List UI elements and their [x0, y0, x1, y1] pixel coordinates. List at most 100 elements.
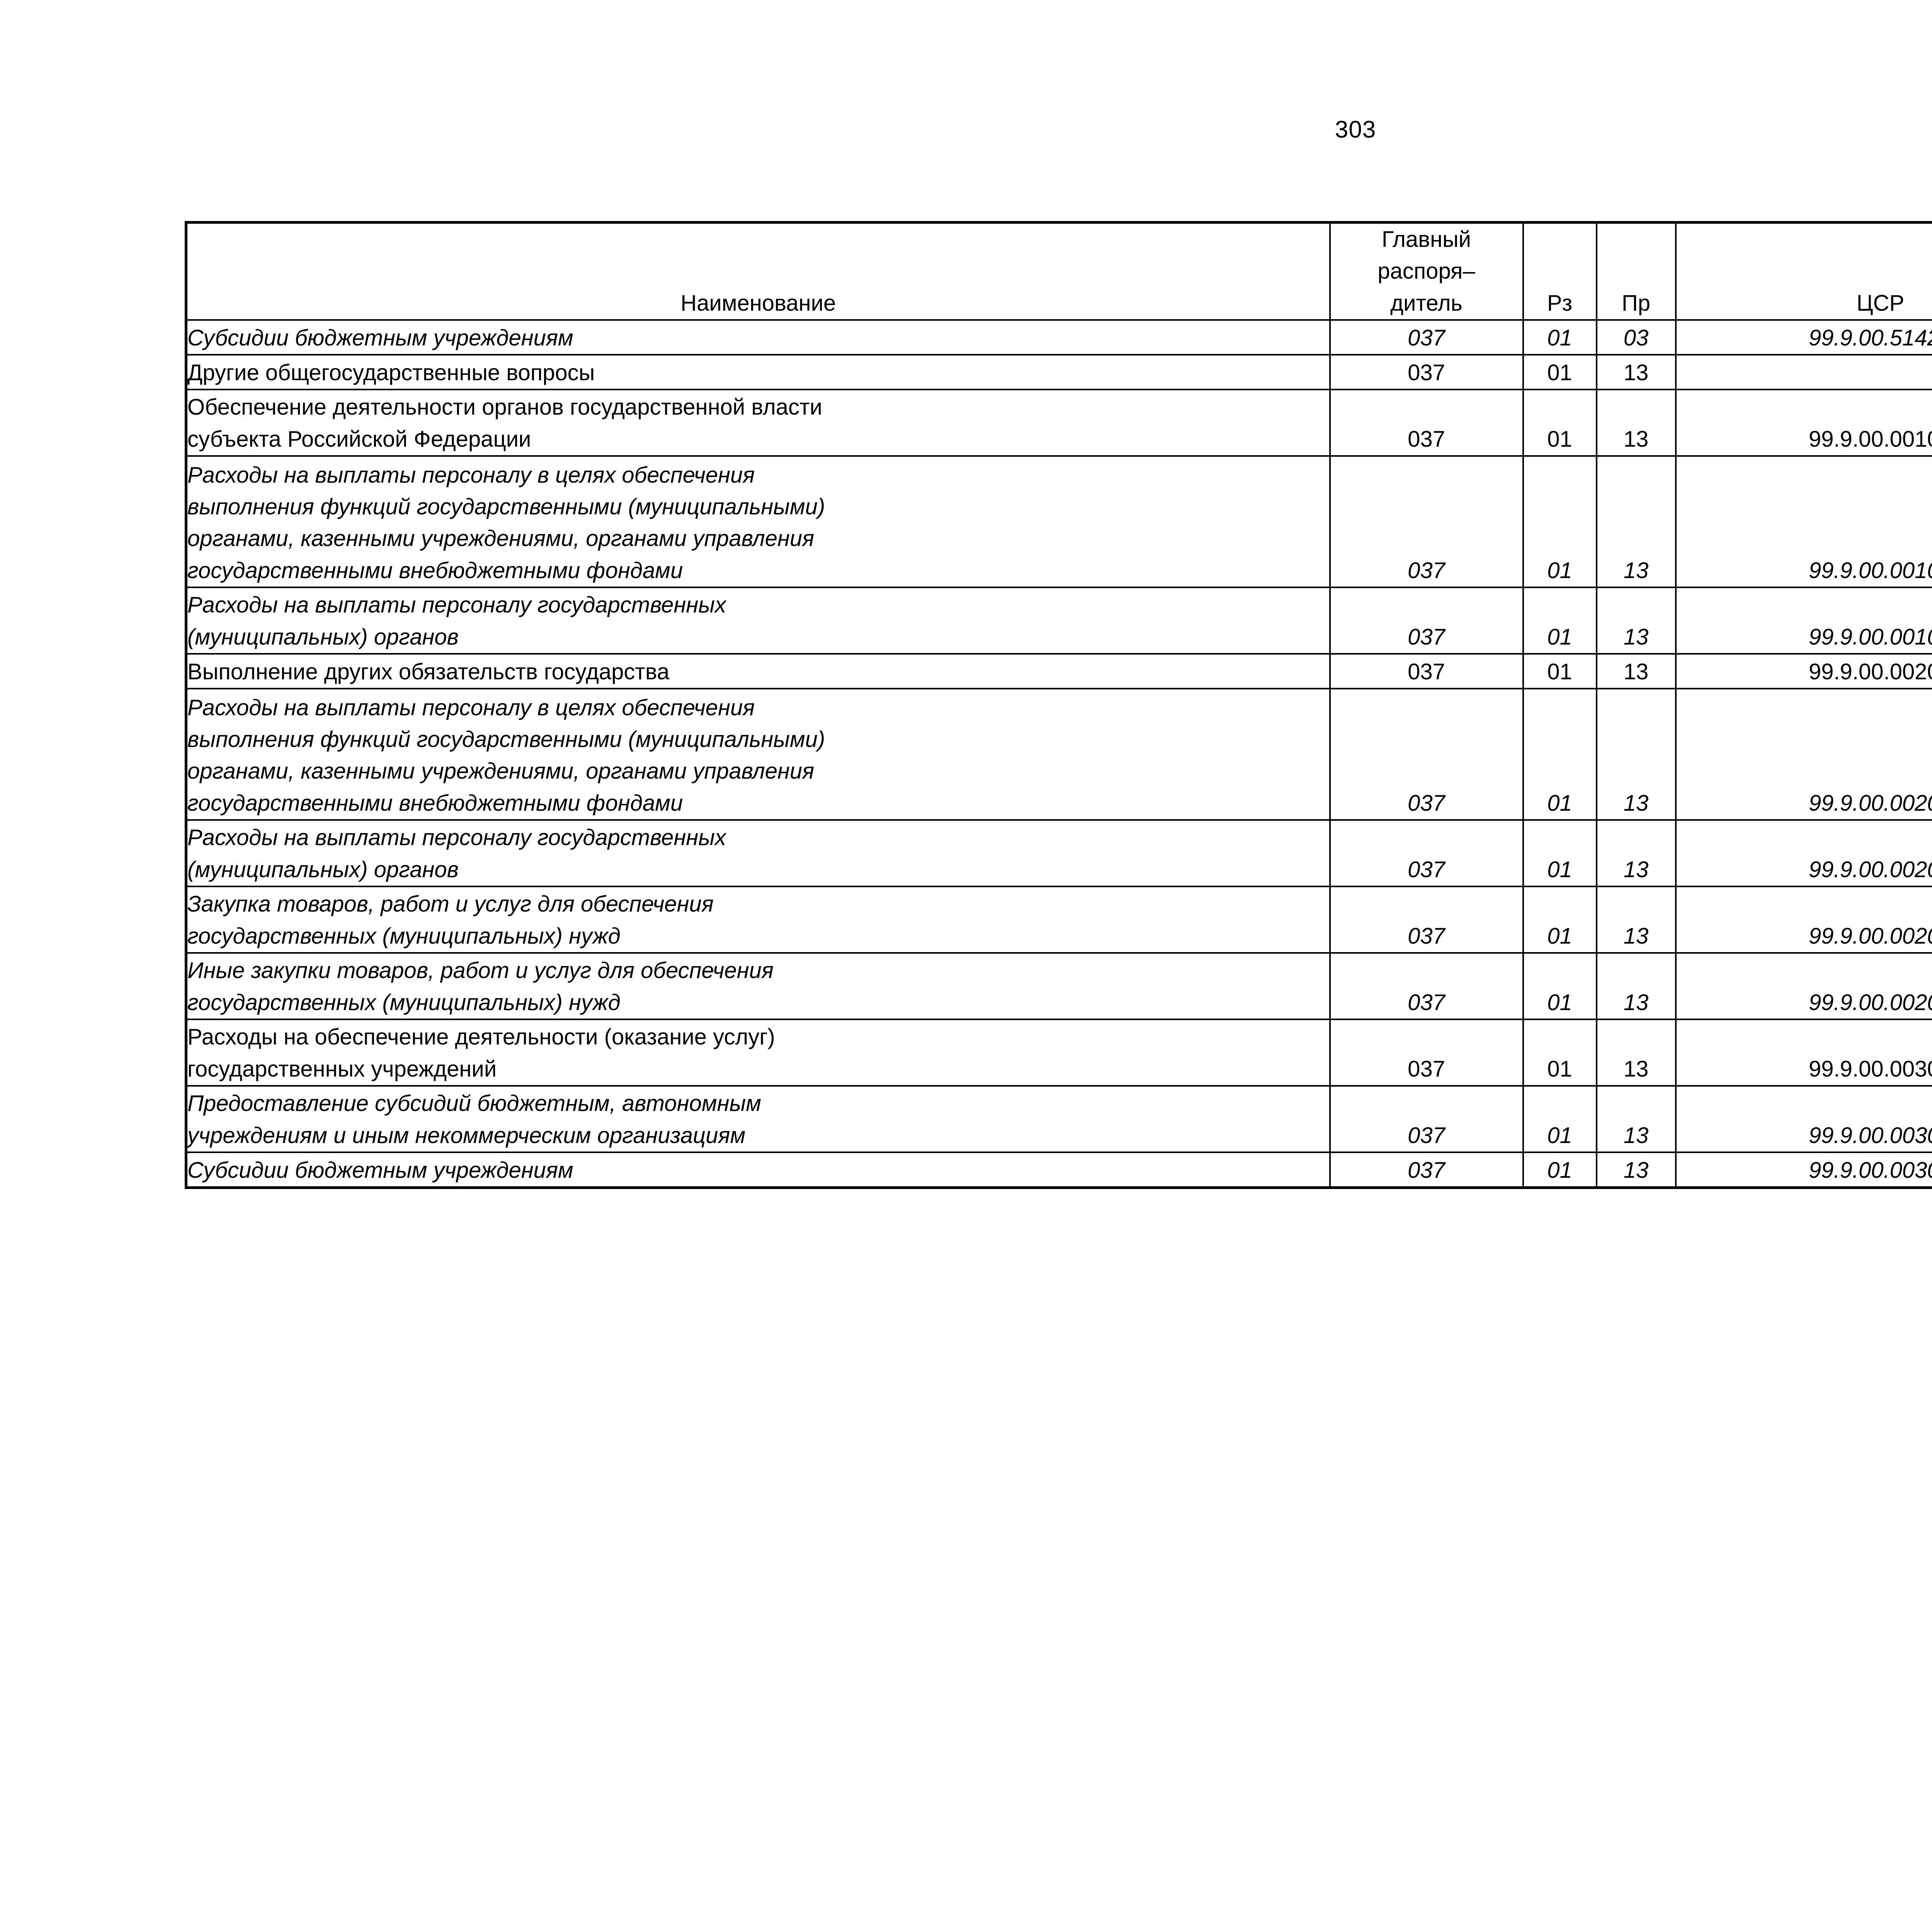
row-title-line: Закупка товаров, работ и услуг для обесп…	[187, 891, 714, 917]
row-title-line: государственными внебюджетными фондами	[187, 558, 683, 583]
row-pr-code: 13	[1595, 653, 1677, 690]
table-row: Субсидии бюджетным учреждениям 037 01 03 99.…	[185, 319, 1932, 356]
row-csr-code: 99.9.00.00200	[1675, 819, 1932, 888]
row-admin-code: 037	[1329, 952, 1524, 1021]
row-rz-code: 01	[1522, 819, 1597, 888]
row-csr-code: 99.9.00.00200	[1675, 688, 1932, 821]
row-title-cell: Иные закупки товаров, работ и услуг для …	[185, 952, 1331, 1021]
row-title-line: органами, казенными учреждениями, органа…	[187, 526, 815, 551]
row-title-line: выполнения функций государственными (мун…	[187, 727, 825, 752]
row-csr-code: 99.9.00.00100	[1675, 455, 1932, 589]
row-rz-code: 01	[1522, 1019, 1597, 1087]
row-pr-code: 13	[1595, 455, 1677, 589]
row-rz-code: 01	[1522, 319, 1597, 356]
row-title-line: государственных учреждений	[187, 1056, 497, 1082]
row-admin-code: 037	[1329, 688, 1524, 821]
row-pr-code: 13	[1595, 688, 1677, 821]
row-rz-code: 01	[1522, 952, 1597, 1021]
row-title-cell: Субсидии бюджетным учреждениям	[185, 1152, 1331, 1189]
row-title-line: Субсидии бюджетным учреждениям	[187, 325, 573, 350]
row-rz-code: 01	[1522, 587, 1597, 655]
row-title-line: Иные закупки товаров, работ и услуг для …	[187, 958, 774, 983]
row-csr-code: 99.9.00.00100	[1675, 587, 1932, 655]
row-csr-code: 99.9.00.00100	[1675, 389, 1932, 457]
row-pr-code: 03	[1595, 319, 1677, 356]
row-title-line: Предоставление субсидий бюджетным, автон…	[187, 1091, 761, 1116]
row-admin-code: 037	[1329, 653, 1524, 690]
row-csr-code: 99.9.00.00300	[1675, 1085, 1932, 1153]
row-csr-code: 99.9.00.00200	[1675, 886, 1932, 954]
row-rz-code: 01	[1522, 1152, 1597, 1189]
table-row: Расходы на выплаты персоналу государстве…	[185, 587, 1932, 655]
table-row: Предоставление субсидий бюджетным, автон…	[185, 1085, 1932, 1153]
table-row: Расходы на выплаты персоналу в целях обе…	[185, 688, 1932, 821]
header-row: Наименование Главный распоря– дитель Рз …	[185, 221, 1932, 321]
row-rz-code: 01	[1522, 354, 1597, 391]
column-header-admin: Главный распоря– дитель	[1329, 221, 1524, 321]
row-pr-code: 13	[1595, 1019, 1677, 1087]
row-rz-code: 01	[1522, 1085, 1597, 1153]
table-row: Другие общегосударственные вопросы 037 01 1…	[185, 354, 1932, 391]
row-title-line: государственных (муниципальных) нужд	[187, 990, 621, 1015]
row-admin-code: 037	[1329, 886, 1524, 954]
row-title-line: Расходы на выплаты персоналу государстве…	[187, 592, 726, 618]
row-title-line: Субсидии бюджетным учреждениям	[187, 1157, 573, 1183]
row-title-line: органами, казенными учреждениями, органа…	[187, 759, 815, 784]
row-rz-code: 01	[1522, 455, 1597, 589]
row-title-cell: Выполнение других обязательств государст…	[185, 653, 1331, 690]
column-header-rz: Рз	[1522, 221, 1597, 321]
row-pr-code: 13	[1595, 819, 1677, 888]
page-number: 303	[1335, 116, 1376, 143]
table-row: Расходы на обеспечение деятельности (ока…	[185, 1019, 1932, 1087]
row-title-cell: Расходы на выплаты персоналу государстве…	[185, 819, 1331, 888]
row-title-cell: Закупка товаров, работ и услуг для обесп…	[185, 886, 1331, 954]
row-pr-code: 13	[1595, 1152, 1677, 1189]
row-admin-code: 037	[1329, 319, 1524, 356]
row-pr-code: 13	[1595, 886, 1677, 954]
row-csr-code: 99.9.00.00300	[1675, 1019, 1932, 1087]
table-row: Обеспечение деятельности органов государ…	[185, 389, 1932, 457]
budget-table: Наименование Главный распоря– дитель Рз …	[185, 221, 1932, 1189]
row-title-cell: Расходы на выплаты персоналу в целях обе…	[185, 688, 1331, 821]
row-title-line: государственными внебюджетными фондами	[187, 790, 683, 816]
row-title-line: государственных (муниципальных) нужд	[187, 923, 621, 949]
row-admin-code: 037	[1329, 354, 1524, 391]
row-title-line: Выполнение других обязательств государст…	[187, 659, 670, 684]
row-pr-code: 13	[1595, 1085, 1677, 1153]
row-title-cell: Обеспечение деятельности органов государ…	[185, 389, 1331, 457]
row-csr-code: 99.9.00.51420	[1675, 319, 1932, 356]
column-header-csr: ЦСР	[1675, 221, 1932, 321]
row-title-line: учреждениям и иным некоммерческим органи…	[187, 1123, 746, 1148]
row-pr-code: 13	[1595, 952, 1677, 1021]
row-admin-code: 037	[1329, 1019, 1524, 1087]
table-row: Субсидии бюджетным учреждениям 037 01 13 99.…	[185, 1152, 1932, 1189]
row-title-line: субъекта Российской Федерации	[187, 426, 531, 452]
row-title-line: выполнения функций государственными (мун…	[187, 494, 825, 519]
row-csr-code: 99.9.00.00200	[1675, 952, 1932, 1021]
row-rz-code: 01	[1522, 886, 1597, 954]
table-row: Расходы на выплаты персоналу в целях обе…	[185, 455, 1932, 589]
row-pr-code: 13	[1595, 389, 1677, 457]
row-title-cell: Предоставление субсидий бюджетным, автон…	[185, 1085, 1331, 1153]
table-row: Иные закупки товаров, работ и услуг для …	[185, 952, 1932, 1021]
row-title-line: Обеспечение деятельности органов государ…	[187, 395, 822, 420]
header-admin-line1: Главный	[1381, 227, 1471, 252]
table-row: Выполнение других обязательств государст…	[185, 653, 1932, 690]
row-title-line: (муниципальных) органов	[187, 624, 459, 650]
row-title-cell: Расходы на выплаты персоналу государстве…	[185, 587, 1331, 655]
row-csr-code: 99.9.00.00300	[1675, 1152, 1932, 1189]
header-admin-line3: дитель	[1390, 290, 1463, 316]
row-title-cell: Расходы на выплаты персоналу в целях обе…	[185, 455, 1331, 589]
table-row: Расходы на выплаты персоналу государстве…	[185, 819, 1932, 888]
row-rz-code: 01	[1522, 389, 1597, 457]
row-admin-code: 037	[1329, 587, 1524, 655]
row-title-line: Расходы на выплаты персоналу государстве…	[187, 825, 726, 850]
row-csr-code: 99.9.00.00200	[1675, 653, 1932, 690]
row-admin-code: 037	[1329, 455, 1524, 589]
row-title-cell: Другие общегосударственные вопросы	[185, 354, 1331, 391]
row-title-line: Расходы на выплаты персоналу в целях обе…	[187, 462, 755, 488]
row-title-line: Расходы на выплаты персоналу в целях обе…	[187, 695, 755, 720]
row-admin-code: 037	[1329, 1085, 1524, 1153]
row-title-line: Другие общегосударственные вопросы	[187, 360, 595, 385]
